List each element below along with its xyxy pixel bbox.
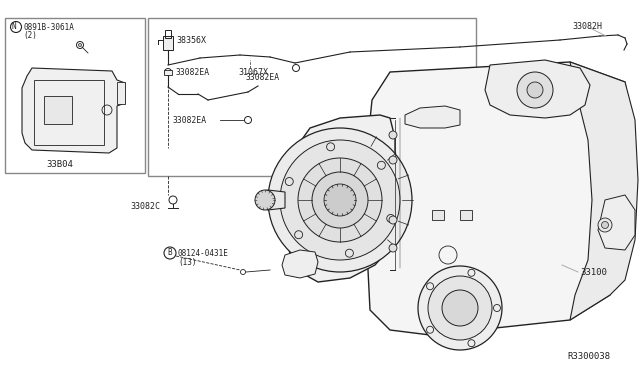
Polygon shape xyxy=(285,115,395,282)
Circle shape xyxy=(602,221,609,228)
Circle shape xyxy=(598,218,612,232)
Polygon shape xyxy=(405,106,460,128)
Bar xyxy=(5,18,145,173)
Text: 0891B-3061A: 0891B-3061A xyxy=(23,23,74,32)
Polygon shape xyxy=(485,60,590,118)
Circle shape xyxy=(298,158,382,242)
Polygon shape xyxy=(22,68,125,153)
Circle shape xyxy=(418,266,502,350)
Text: (2): (2) xyxy=(23,31,37,40)
Polygon shape xyxy=(598,195,635,250)
Text: 33B04: 33B04 xyxy=(47,160,74,169)
Text: B: B xyxy=(168,247,172,257)
Circle shape xyxy=(312,172,368,228)
Circle shape xyxy=(268,128,412,272)
Circle shape xyxy=(280,140,400,260)
Text: R3300038: R3300038 xyxy=(567,352,610,361)
Polygon shape xyxy=(282,250,318,278)
Text: 33082EA: 33082EA xyxy=(176,67,210,77)
Polygon shape xyxy=(570,62,638,320)
Polygon shape xyxy=(365,62,630,335)
Circle shape xyxy=(389,244,397,252)
Text: 33082C: 33082C xyxy=(130,202,160,211)
Polygon shape xyxy=(260,190,285,210)
Text: 38356X: 38356X xyxy=(176,35,206,45)
Text: 31067X: 31067X xyxy=(238,68,268,77)
Circle shape xyxy=(79,44,81,46)
Bar xyxy=(163,36,173,50)
Circle shape xyxy=(389,131,397,139)
Circle shape xyxy=(324,184,356,216)
Bar xyxy=(432,210,444,220)
Bar xyxy=(44,96,72,124)
Text: (13): (13) xyxy=(178,258,196,267)
Bar xyxy=(165,30,171,38)
Text: N: N xyxy=(12,22,16,31)
Circle shape xyxy=(389,216,397,224)
Text: 33082EA: 33082EA xyxy=(246,73,280,82)
Text: 33100: 33100 xyxy=(580,268,607,277)
Circle shape xyxy=(428,276,492,340)
Text: 08124-0431E: 08124-0431E xyxy=(178,249,229,258)
Circle shape xyxy=(389,156,397,164)
Circle shape xyxy=(255,190,275,210)
Bar xyxy=(164,70,172,75)
Text: 33082H: 33082H xyxy=(572,22,602,31)
Bar xyxy=(34,80,104,145)
Bar xyxy=(117,82,125,104)
Circle shape xyxy=(517,72,553,108)
Bar xyxy=(148,18,476,176)
Circle shape xyxy=(442,290,478,326)
Text: 33082EA: 33082EA xyxy=(173,115,207,125)
Circle shape xyxy=(527,82,543,98)
Bar xyxy=(460,210,472,220)
